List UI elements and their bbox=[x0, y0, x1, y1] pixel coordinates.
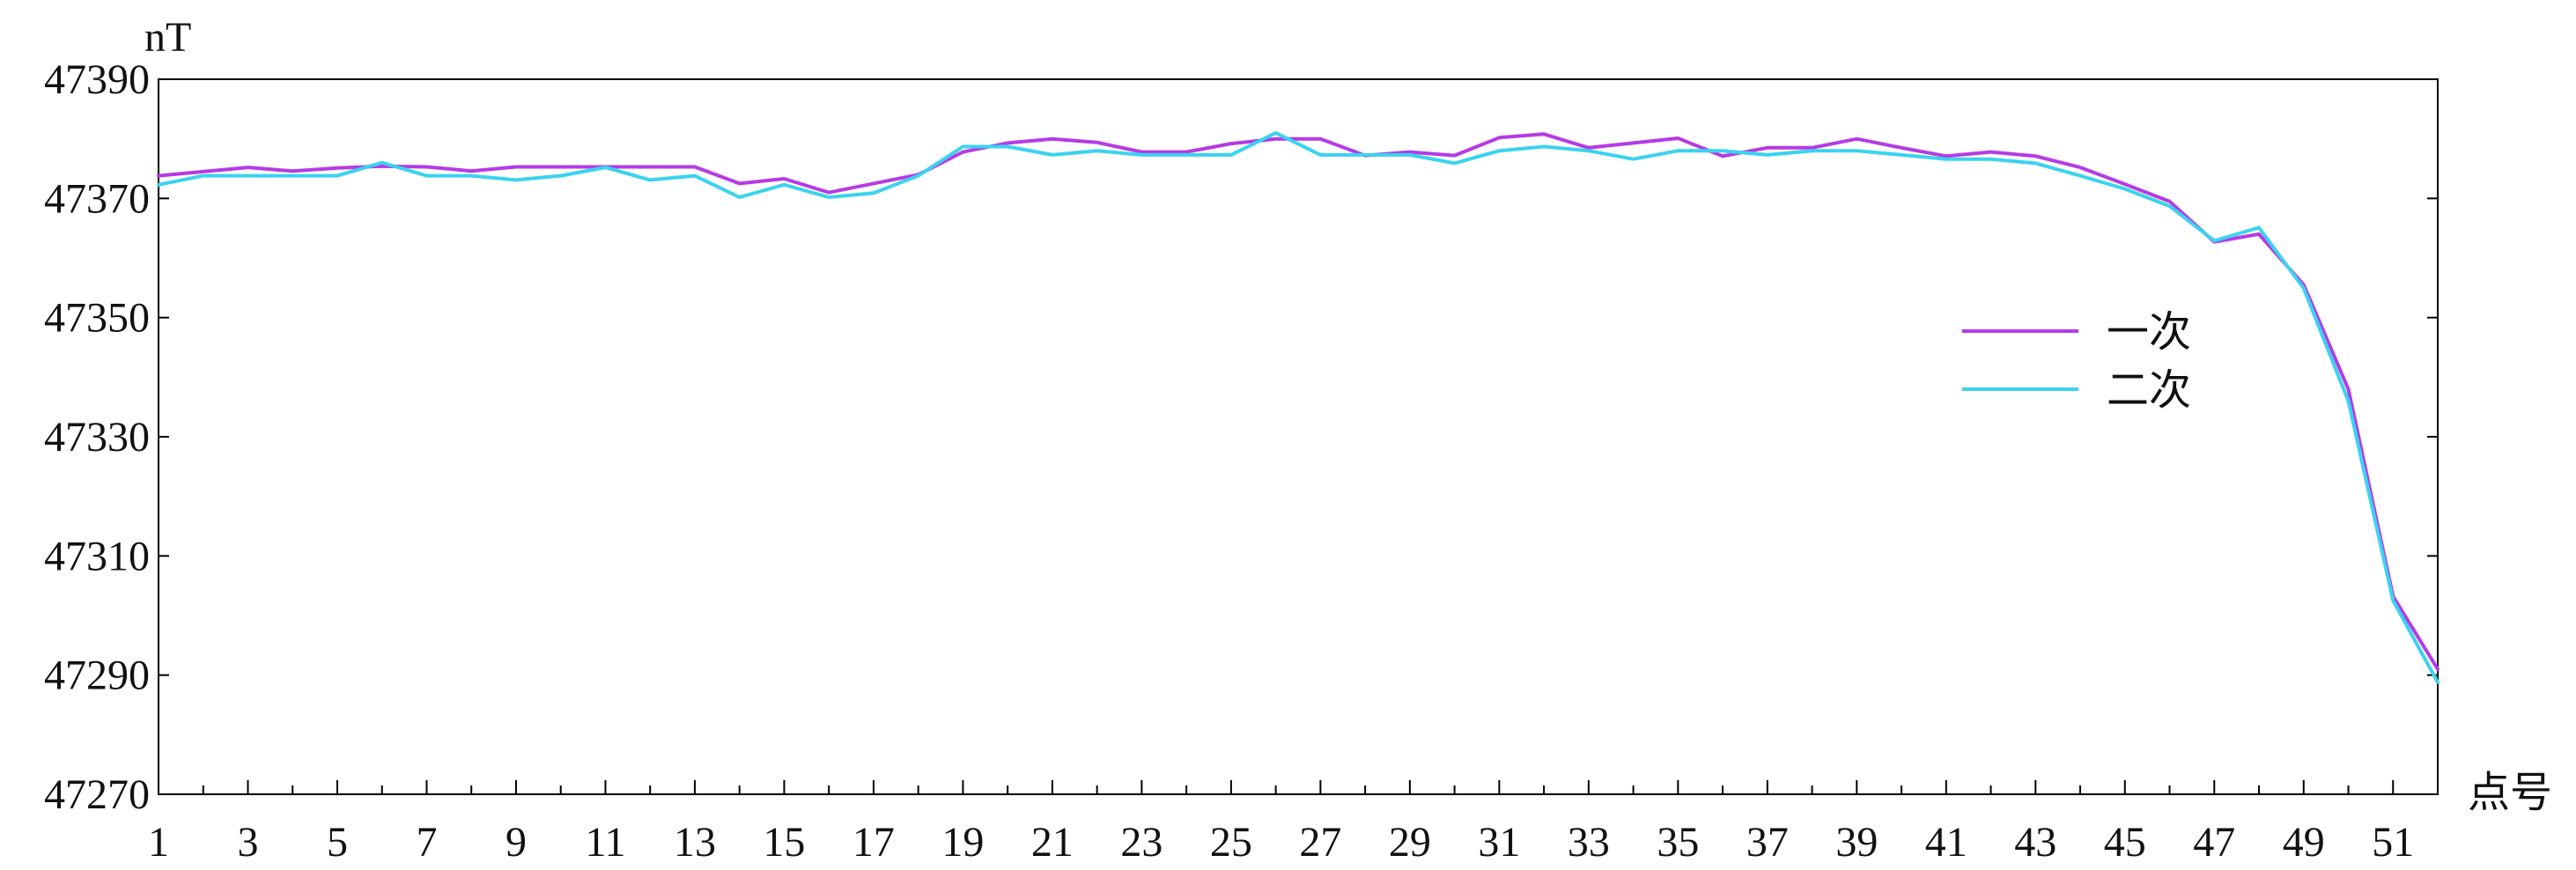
x-tick-label: 1 bbox=[148, 819, 169, 866]
y-tick-label: 47290 bbox=[44, 652, 150, 699]
x-tick-label: 19 bbox=[941, 819, 984, 866]
x-axis-ticks: 1 3 5 7 9 11 13 15 17 19 21 23 25 27 29 31 33 35 37 39 41 43 4… bbox=[148, 780, 2439, 866]
x-tick-label: 33 bbox=[1568, 819, 1610, 866]
x-tick-label: 25 bbox=[1210, 819, 1252, 866]
y-tick-label: 47350 bbox=[44, 295, 150, 342]
x-tick-label: 49 bbox=[2283, 819, 2325, 866]
x-tick-label: 27 bbox=[1299, 819, 1341, 866]
x-tick-label: 41 bbox=[1925, 819, 1967, 866]
plot-frame bbox=[158, 78, 2439, 795]
x-tick-label: 17 bbox=[853, 819, 895, 866]
y-axis-label: nT bbox=[144, 14, 191, 61]
x-tick-label: 7 bbox=[416, 819, 437, 866]
x-tick-label: 43 bbox=[2014, 819, 2056, 866]
x-tick-label: 9 bbox=[506, 819, 527, 866]
x-tick-label: 13 bbox=[674, 819, 716, 866]
y-tick-label: 47370 bbox=[44, 175, 150, 222]
x-tick-label: 37 bbox=[1746, 819, 1789, 866]
x-tick-label: 21 bbox=[1031, 819, 1074, 866]
plot-area-border bbox=[158, 78, 2439, 795]
x-tick-label: 3 bbox=[237, 819, 258, 866]
x-tick-label: 39 bbox=[1835, 819, 1878, 866]
series-line-2 bbox=[157, 130, 2439, 684]
legend-label-1: 一次 bbox=[2107, 307, 2191, 357]
series-lines bbox=[157, 130, 2439, 684]
y-tick-label: 47270 bbox=[44, 771, 150, 818]
x-tick-label: 5 bbox=[327, 819, 348, 866]
y-tick-label: 47310 bbox=[44, 533, 150, 579]
x-tick-label: 35 bbox=[1657, 819, 1699, 866]
x-tick-label: 31 bbox=[1478, 819, 1520, 866]
x-tick-label: 47 bbox=[2193, 819, 2235, 866]
x-tick-label: 15 bbox=[763, 819, 805, 866]
y-axis-ticks: 47270 47290 47310 47330 47350 47370 47390 bbox=[44, 56, 2438, 818]
x-tick-label: 11 bbox=[585, 819, 625, 866]
x-tick-label: 45 bbox=[2104, 819, 2146, 866]
x-tick-label: 51 bbox=[2372, 819, 2414, 866]
y-tick-label: 47330 bbox=[44, 414, 150, 461]
x-tick-label: 23 bbox=[1120, 819, 1163, 866]
series-line-1 bbox=[157, 132, 2439, 671]
x-tick-label: 29 bbox=[1389, 819, 1431, 866]
x-axis-label: 点号 bbox=[2468, 770, 2552, 816]
y-tick-label: 47390 bbox=[44, 56, 150, 103]
legend-label-2: 二次 bbox=[2107, 365, 2191, 415]
